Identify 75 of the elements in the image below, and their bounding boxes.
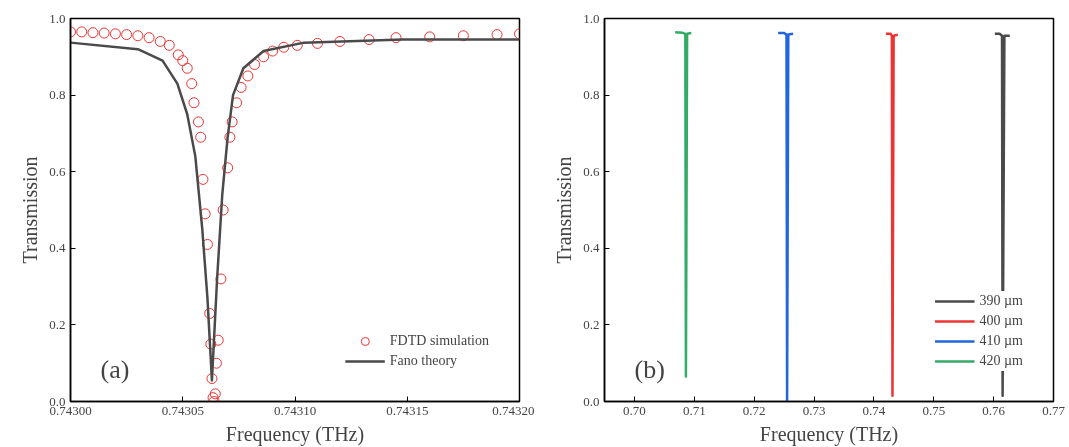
x-tick-label: 0.74315 [386,402,429,418]
point [76,26,88,38]
point [215,273,227,285]
x-tick-label: 0.74305 [161,402,204,418]
y-tick-label: 1.0 [49,10,66,26]
y-tick-label: 0.6 [583,163,600,179]
point [242,70,254,82]
point [172,49,184,61]
point [206,373,218,385]
x-tick-label: 0.75 [922,402,946,418]
x-axis-title: Frequency (THz) [759,422,899,446]
point [217,204,229,216]
point [209,388,221,400]
x-tick-label: 0.70 [623,402,646,418]
point [87,27,99,39]
point [195,131,207,143]
point [143,32,155,44]
y-tick-label: 0.0 [583,393,600,409]
point [163,39,175,51]
point [363,34,375,46]
legend-label: Fano theory [389,353,458,369]
point [267,45,279,57]
point [98,27,110,39]
point [154,35,166,47]
line-series [776,31,795,402]
point [188,97,200,109]
point [177,55,189,67]
point [181,62,193,74]
point [311,37,323,49]
point [278,41,290,53]
y-tick-label: 0.8 [49,87,66,103]
point [186,78,198,90]
point [334,35,346,47]
point [222,162,234,174]
line-series [884,32,900,398]
y-tick-label: 0.2 [49,316,66,332]
point [197,173,209,185]
y-tick-label: 0.2 [583,316,600,332]
point [204,307,216,319]
x-tick-label: 0.77 [1042,402,1066,418]
line-series [70,38,520,382]
x-tick-label: 0.74310 [273,402,317,418]
y-axis-title: Transmission [19,156,42,264]
point [207,392,219,402]
point [192,116,204,128]
annotation: (b) [634,354,665,384]
point [109,28,121,40]
x-tick-label: 0.71 [682,402,706,418]
point [121,29,133,41]
x-axis-title: Frequency (THz) [225,422,365,446]
legend-label: 390 µm [979,293,1023,309]
point [205,338,217,350]
point [226,116,238,128]
legend-label: 420 µm [979,353,1023,369]
legend-label: 400 µm [979,313,1023,329]
y-axis-title: Transmission [553,156,576,264]
y-tick-label: 1.0 [583,10,600,26]
point [132,30,144,42]
point [224,131,236,143]
y-tick-label: 0.6 [49,163,66,179]
y-tick-label: 0.4 [583,240,600,256]
x-tick-label: 0.74320 [492,402,535,418]
x-tick-label: 0.76 [982,402,1006,418]
y-tick-label: 0.8 [583,87,600,103]
x-tick-label: 0.73 [802,402,826,418]
y-tick-label: 0.4 [49,240,66,256]
legend-label: FDTD simulation [389,333,489,349]
point [424,31,436,43]
point [390,32,402,44]
x-tick-label: 0.72 [742,402,766,418]
legend-label: 410 µm [979,333,1023,349]
x-tick-label: 0.74 [862,402,886,418]
point [291,39,303,51]
annotation: (a) [100,354,130,384]
line-series [673,31,693,378]
